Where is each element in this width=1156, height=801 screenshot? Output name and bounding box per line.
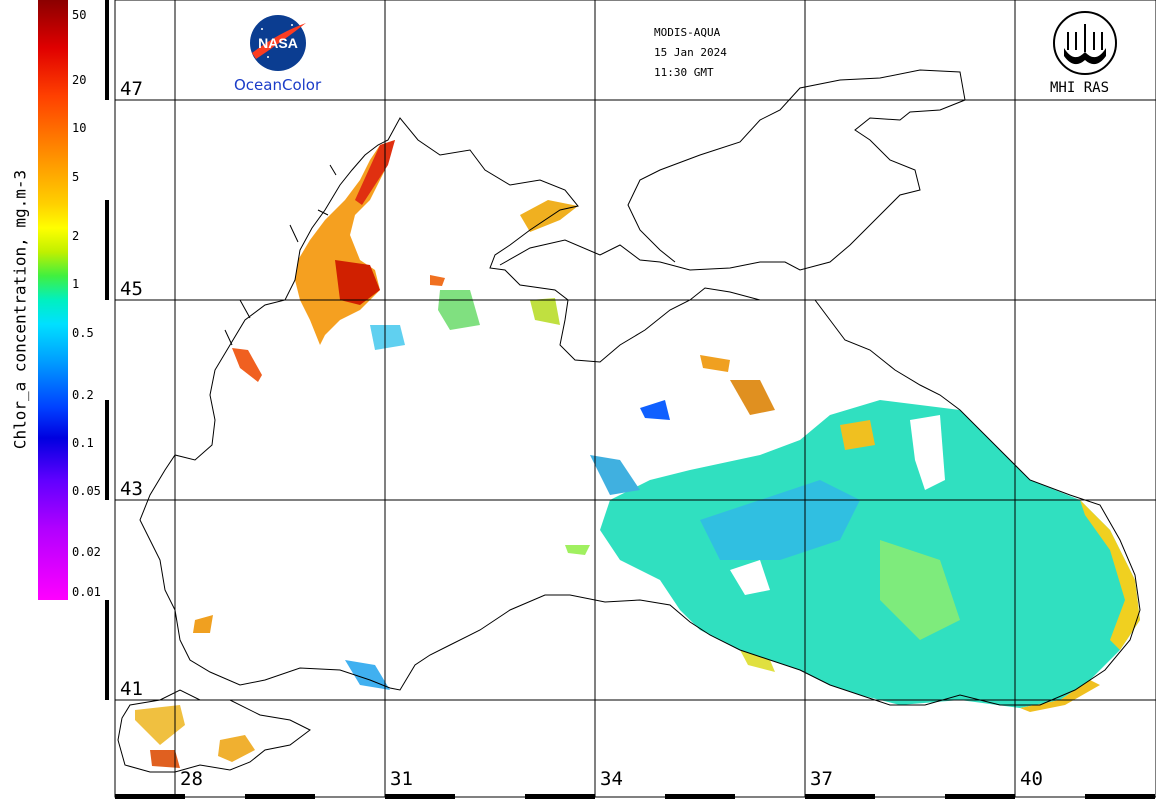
sensor-name: MODIS-AQUA <box>654 26 721 39</box>
bottom-ruler <box>115 794 1155 799</box>
lat-label: 45 <box>120 278 143 300</box>
left-ruler <box>105 0 109 700</box>
svg-text:NASA: NASA <box>258 35 298 51</box>
chlorophyll-data <box>135 140 1140 768</box>
colorbar-tick: 50 <box>72 8 87 22</box>
mhi-caption: MHI RAS <box>1050 80 1110 96</box>
colorbar-tick: 0.01 <box>72 585 101 599</box>
lon-label: 28 <box>180 768 203 790</box>
colorbar-tick: 0.5 <box>72 326 94 340</box>
colorbar-tick: 1 <box>72 277 80 291</box>
colorbar-tick: 2 <box>72 229 80 243</box>
colorbar-tick: 0.1 <box>72 436 94 450</box>
lon-label: 37 <box>810 768 833 790</box>
oceancolor-caption: OceanColor <box>234 76 322 94</box>
colorbar-tick: 0.05 <box>72 484 101 498</box>
lon-label: 31 <box>390 768 413 790</box>
colorbar <box>38 0 68 600</box>
colorbar-tick: 0.2 <box>72 388 94 402</box>
colorbar-tick: 10 <box>72 121 87 135</box>
lon-label: 34 <box>600 768 623 790</box>
image-time: 11:30 GMT <box>654 66 714 79</box>
nasa-logo: NASA <box>250 15 306 71</box>
graticule <box>115 0 1156 797</box>
colorbar-tick: 0.02 <box>72 545 101 559</box>
colorbar-tick: 20 <box>72 73 87 87</box>
image-date: 15 Jan 2024 <box>654 46 727 59</box>
map-frame <box>114 0 1156 798</box>
lat-label: 47 <box>120 78 143 100</box>
lon-label: 40 <box>1020 768 1043 790</box>
lat-label: 41 <box>120 678 143 700</box>
lat-label: 43 <box>120 478 143 500</box>
colorbar-tick: 5 <box>72 170 80 184</box>
mhi-logo <box>1053 11 1117 75</box>
